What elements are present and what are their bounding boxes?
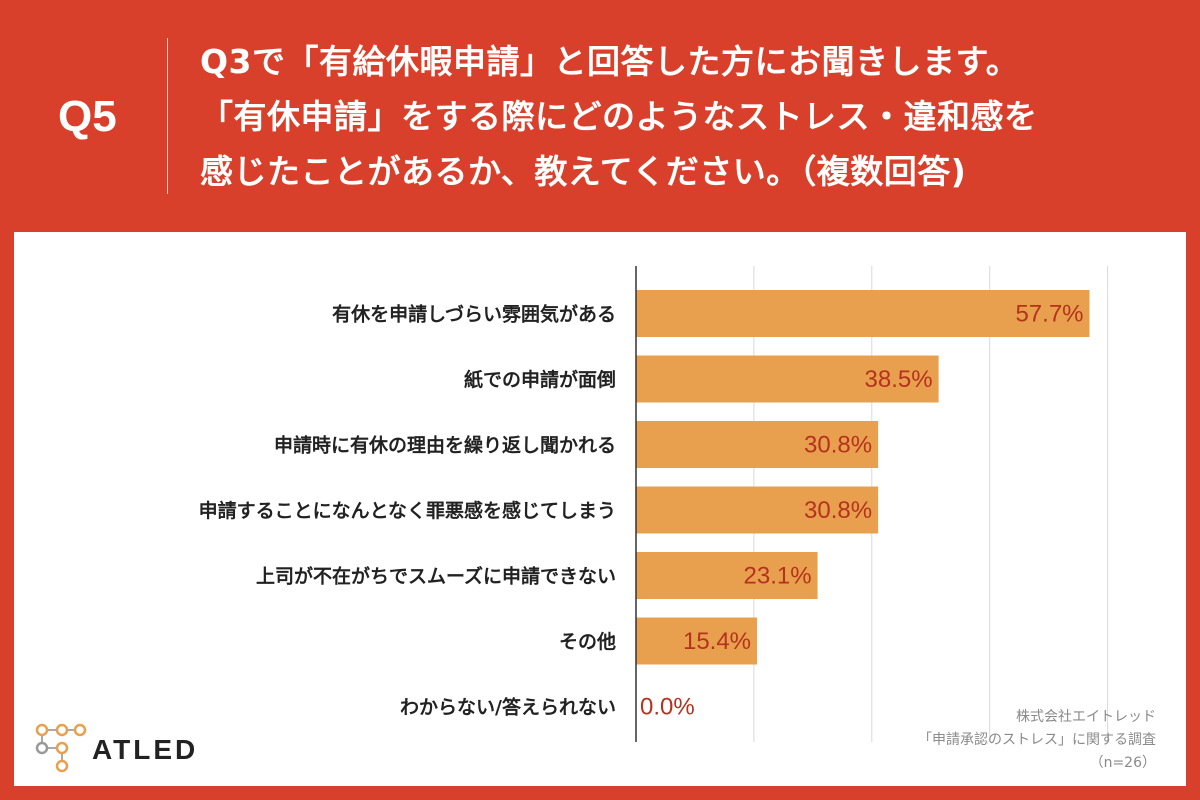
value-label: 23.1% xyxy=(744,563,812,590)
logo-mark-icon xyxy=(35,723,87,773)
header-divider xyxy=(167,38,168,194)
question-line-3: 感じたことがあるか、教えてください。（複数回答) xyxy=(200,152,967,191)
category-label: 紙での申請が面倒 xyxy=(464,368,616,391)
question-line-2: 「有休申請」をする際にどのようなストレス・違和感を xyxy=(200,97,1038,136)
value-label: 30.8% xyxy=(804,432,872,459)
value-label: 15.4% xyxy=(683,628,751,655)
value-label: 57.7% xyxy=(1015,301,1083,328)
bar xyxy=(636,552,818,599)
bar xyxy=(636,617,758,665)
logo-text: ATLED xyxy=(92,734,199,765)
category-label: その他 xyxy=(559,630,616,653)
category-label: 申請することになんとなく罪悪感を感じてしまう xyxy=(199,499,616,522)
question-header: Q5 Q3で「有給休暇申請」と回答した方にお聞きします。 「有休申請」をする際に… xyxy=(0,0,1200,232)
category-label: わからない/答えられない xyxy=(400,696,616,719)
bar xyxy=(636,421,879,468)
value-label: 0.0% xyxy=(640,694,695,721)
bar xyxy=(636,290,1090,337)
question-line-1: Q3で「有給休暇申請」と回答した方にお聞きします。 xyxy=(200,42,1020,81)
category-label: 上司が不在がちでスムーズに申請できない xyxy=(256,565,616,588)
survey-title: 「申請承認のストレス」に関する調査 xyxy=(918,732,1156,748)
question-text: Q3で「有給休暇申請」と回答した方にお聞きします。 「有休申請」をする際にどのよ… xyxy=(200,34,1038,199)
survey-note: 株式会社エイトレッド 「申請承認のストレス」に関する調査 （n=26） xyxy=(918,706,1156,775)
question-number: Q5 xyxy=(58,92,117,141)
value-label: 38.5% xyxy=(865,366,933,393)
category-label: 申請時に有休の理由を繰り返し聞かれる xyxy=(274,434,616,457)
atled-logo: ATLED xyxy=(34,720,195,776)
category-label: 有休を申請しづらい雰囲気がある xyxy=(332,303,616,326)
bar xyxy=(636,355,939,403)
value-label: 30.8% xyxy=(804,497,872,524)
survey-sample-size: （n=26） xyxy=(1089,755,1156,771)
survey-company: 株式会社エイトレッド xyxy=(1016,709,1156,725)
bar xyxy=(636,486,879,534)
